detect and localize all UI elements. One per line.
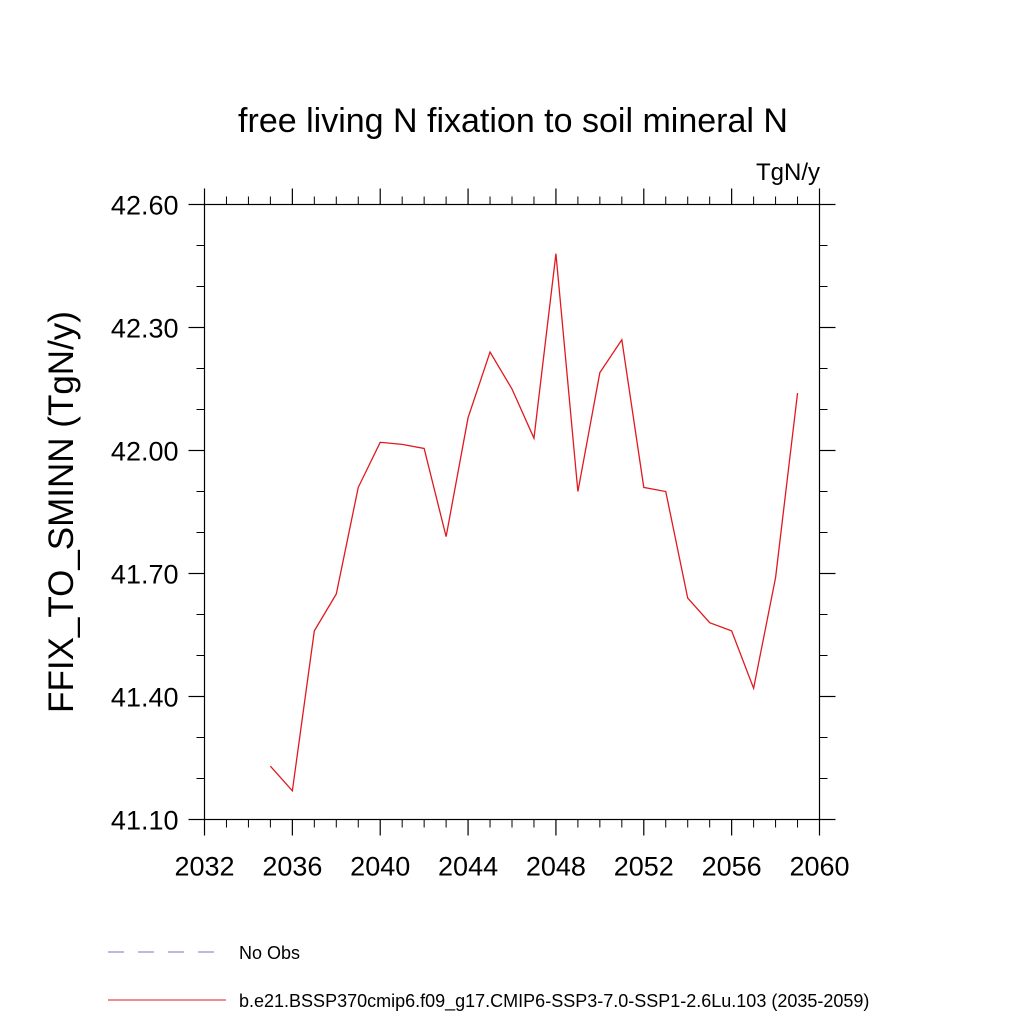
x-tick-label: 2040 [350,852,410,882]
legend: No Obs b.e21.BSSP370cmip6.f09_g17.CMIP6-S… [108,943,869,1012]
x-tick-label: 2044 [438,852,498,882]
x-tick-label: 2032 [174,852,234,882]
y-tick-label: 42.00 [111,437,179,467]
x-tick-label: 2048 [526,852,586,882]
y-tick-label: 41.40 [111,683,179,713]
y-tick-label: 41.10 [111,806,179,836]
x-tick-label: 2060 [789,852,849,882]
y-tick-label: 42.60 [111,191,179,221]
x-tick-label: 2036 [262,852,322,882]
chart-title: free living N fixation to soil mineral N [238,102,788,140]
series-line [269,253,799,793]
y-tick-label: 41.70 [111,560,179,590]
x-tick-label: 2052 [614,852,674,882]
x-tick-label: 2056 [702,852,762,882]
units-label: TgN/y [756,159,820,186]
axis-ticks [188,188,836,836]
plot-frame [203,203,821,821]
legend-label: b.e21.BSSP370cmip6.f09_g17.CMIP6-SSP3-7.… [239,991,869,1012]
series-layer [269,253,799,793]
y-tick-label: 42.30 [111,314,179,344]
y-axis-label: FFIX_TO_SMINN (TgN/y) [42,311,81,713]
legend-label: No Obs [239,943,300,963]
axis-tick-labels: 2032 2036 2040 2044 2048 2052 2056 2060 41.10 41.… [111,191,850,882]
